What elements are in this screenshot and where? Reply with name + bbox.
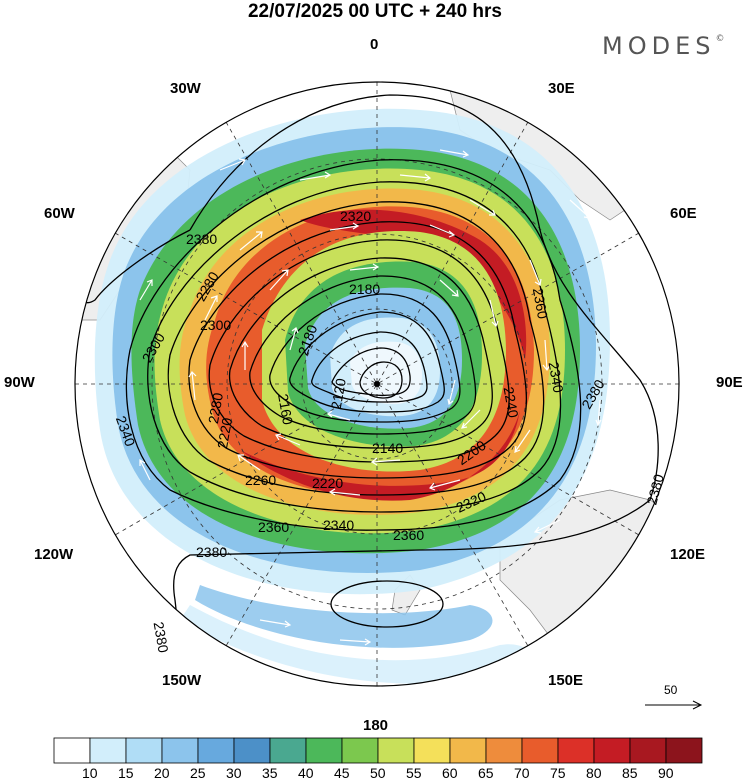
colorbar-tick-label: 65 [478, 765, 494, 781]
contour-label: 2380 [643, 472, 667, 506]
colorbar-tick-label: 15 [118, 765, 134, 781]
contour-label: 2380 [151, 620, 172, 654]
contour-label: 2340 [546, 360, 567, 394]
contour-label: 2260 [245, 472, 276, 488]
longitude-label-90e: 90E [716, 374, 743, 391]
colorbar-swatch [53, 737, 91, 764]
longitude-label-180: 180 [363, 717, 389, 734]
colorbar-tick-label: 75 [550, 765, 566, 781]
longitude-label-150w: 150W [162, 672, 202, 689]
graticule [75, 82, 679, 686]
colorbar-tick-label: 70 [514, 765, 530, 781]
longitude-label-0: 0 [370, 36, 379, 53]
contour-label: 2380 [196, 544, 227, 560]
map-title: 22/07/2025 00 UTC + 240 hrs [247, 1, 503, 22]
copyright-mark: © [715, 34, 725, 44]
colorbar-tick-label: 60 [442, 765, 458, 781]
contour-label: 2360 [258, 519, 289, 535]
colorbar-swatch [557, 737, 595, 764]
contour-label: 2120 [328, 377, 349, 411]
colorbar-swatch [269, 737, 307, 764]
colorbar-tick-label: 90 [658, 765, 674, 781]
contour-label: 2220 [312, 475, 343, 491]
longitude-label-90w: 90W [4, 374, 35, 391]
reference-vector [645, 700, 703, 710]
contour-label: 2380 [186, 231, 217, 247]
contour-label: 2360 [530, 287, 551, 321]
contour-label: 2160 [275, 393, 296, 427]
colorbar-tick-label: 85 [622, 765, 638, 781]
colorbar-swatch [341, 737, 379, 764]
colorbar-swatch [233, 737, 271, 764]
colorbar-tick-label: 10 [82, 765, 98, 781]
colorbar-swatch [521, 737, 559, 764]
reference-vector-label: 50 [664, 683, 678, 697]
longitude-label-30w: 30W [170, 80, 201, 97]
longitude-label-60e: 60E [670, 205, 697, 222]
brand-text: MODES [602, 32, 716, 60]
colorbar-swatch [449, 737, 487, 764]
longitude-label-120w: 120W [34, 546, 74, 563]
longitude-label-30e: 30E [548, 80, 575, 97]
colorbar-tick-label: 55 [406, 765, 422, 781]
colorbar-swatch [629, 737, 667, 764]
wind-vectors [139, 149, 602, 646]
contour-label: 2320 [340, 208, 371, 224]
colorbar-tick-label: 20 [154, 765, 170, 781]
colorbar-swatch [89, 737, 127, 764]
modes-logo: MODES© [602, 32, 724, 60]
contour-label: 2340 [323, 517, 354, 533]
colorbar-tick-label: 50 [370, 765, 386, 781]
colorbar-tick-label: 25 [190, 765, 206, 781]
colorbar-swatch [305, 737, 343, 764]
colorbar-tick-label: 35 [262, 765, 278, 781]
contour-label: 2240 [501, 385, 522, 419]
longitude-label-120e: 120E [670, 546, 706, 563]
colorbar-tick-label: 80 [586, 765, 602, 781]
contour-label: 2220 [214, 416, 235, 450]
colorbar-swatch [665, 737, 703, 764]
colorbar-swatch [593, 737, 631, 764]
longitude-label-60w: 60W [44, 205, 75, 222]
colorbar-swatch [125, 737, 163, 764]
contour-label: 2140 [372, 440, 403, 456]
colorbar-swatch [377, 737, 415, 764]
colorbar-swatch [161, 737, 199, 764]
contour-label: 2280 [205, 391, 226, 425]
colorbar-tick-label: 45 [334, 765, 350, 781]
colorbar-swatch [485, 737, 523, 764]
colorbar [53, 737, 703, 764]
longitude-label-150e: 150E [548, 672, 584, 689]
colorbar-tick-label: 40 [298, 765, 314, 781]
colorbar-swatch [413, 737, 451, 764]
contour-label: 2180 [349, 281, 380, 297]
contour-label: 2300 [200, 317, 231, 333]
colorbar-swatch [197, 737, 235, 764]
south-pole-marker [374, 381, 380, 387]
contour-label: 2360 [393, 527, 424, 543]
colorbar-tick-label: 30 [226, 765, 242, 781]
map-border [74, 81, 680, 687]
